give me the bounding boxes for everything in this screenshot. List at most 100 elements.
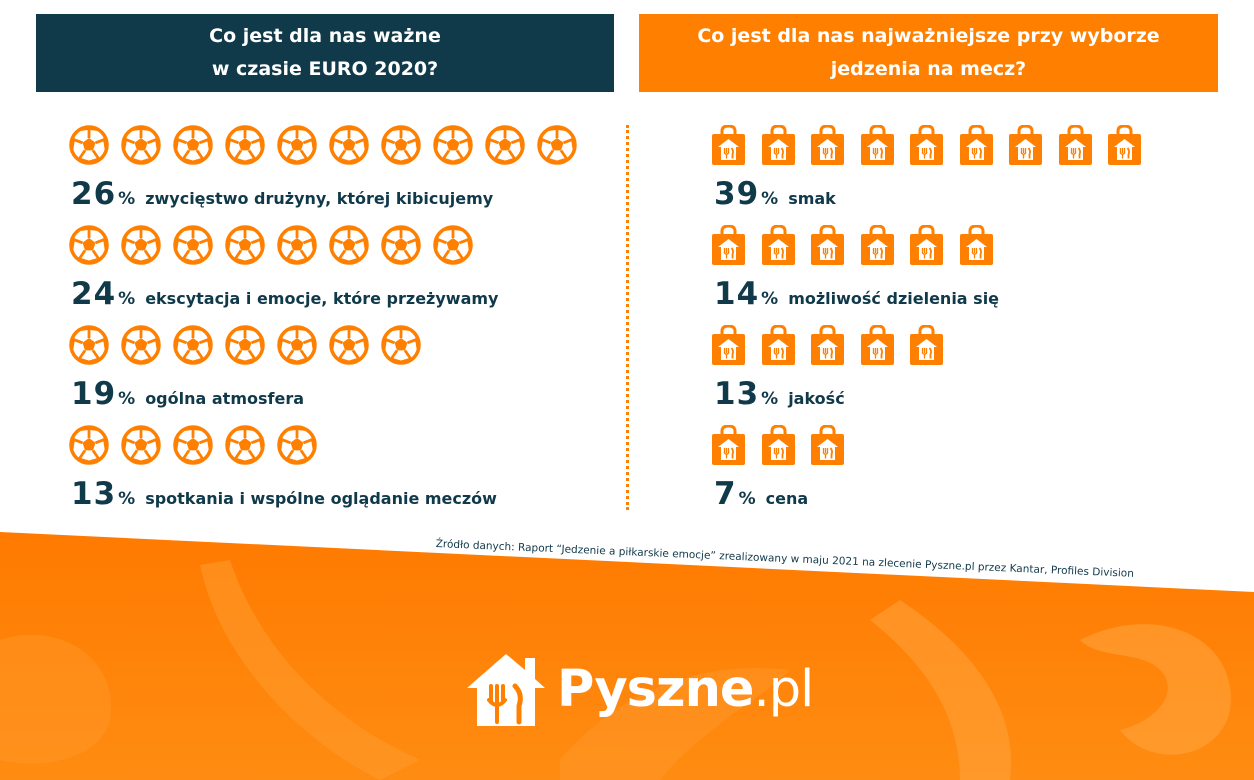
football-icon [381,125,421,165]
percent-sign: % [118,289,136,309]
percent-sign: % [761,189,779,209]
football-icon [537,125,577,165]
percent-sign: % [118,389,136,409]
food-bag-icon [860,325,894,365]
food-bag-icon [811,425,844,465]
food-bag-icon [811,225,844,265]
football-icon [381,225,421,265]
football-icon [433,225,473,265]
food-bag-icon [910,125,943,165]
stat-row: 19% ogólna atmosfera [71,376,304,412]
logo-tld: .pl [753,659,815,719]
category-label: cena [765,489,809,508]
value-label: 19 [71,376,117,412]
percent-sign: % [118,489,136,509]
icon-row [712,225,993,265]
food-bag-icon [761,425,795,465]
icon-row [69,425,317,465]
value-label: 7 [714,476,737,512]
category-label: ogólna atmosfera [145,389,304,408]
value-label: 14 [714,276,760,312]
icon-row [69,225,473,265]
icon-row [69,325,421,365]
football-icon [225,225,265,265]
category-label: możliwość dzielenia się [788,289,1000,308]
right-panel-title-line2: jedzenia na mecz? [830,58,1027,80]
football-icon [329,125,369,165]
food-bag-icon [959,125,993,165]
stat-row: 26% zwycięstwo drużyny, której kibicujemy [71,176,493,212]
food-bag-icon [712,125,745,165]
food-bag-icon [712,425,745,465]
football-icon [277,425,317,465]
percent-sign: % [738,489,756,509]
football-icon [381,325,421,365]
football-icon [173,225,213,265]
category-label: ekscytacja i emocje, które przeżywamy [145,289,499,308]
category-label: zwycięstwo drużyny, której kibicujemy [145,189,494,208]
value-label: 39 [714,176,760,212]
left-panel-title-line2: w czasie EURO 2020? [211,58,439,80]
football-icon [329,325,369,365]
stat-row: 7% cena [714,476,808,512]
food-bag-icon [910,325,943,365]
football-icon [121,425,161,465]
percent-sign: % [761,389,779,409]
percent-sign: % [761,289,779,309]
football-icon [329,225,369,265]
football-icon [121,225,161,265]
stat-row: 24% ekscytacja i emocje, które przeżywamy [71,276,498,312]
football-icon [277,225,317,265]
value-label: 26 [71,176,117,212]
football-icon [225,325,265,365]
football-icon [225,125,265,165]
icon-row [69,125,577,165]
football-icon [277,325,317,365]
left-panel-header: Co jest dla nas ważne w czasie EURO 2020… [36,14,614,92]
football-icon [173,425,213,465]
football-icon [69,225,109,265]
football-icon [121,125,161,165]
pyszne-logo: Pyszne.pl [463,650,815,728]
food-bag-icon [910,225,943,265]
food-bag-icon [811,125,844,165]
category-label: spotkania i wspólne oglądanie meczów [145,489,497,508]
food-bag-icon [712,325,745,365]
percent-sign: % [118,189,136,209]
icon-row [712,125,1141,165]
food-bag-icon [1009,125,1042,165]
value-label: 13 [71,476,117,512]
right-panel-title-line1: Co jest dla nas najważniejsze przy wybor… [697,25,1160,47]
right-panel-header: Co jest dla nas najważniejsze przy wybor… [639,14,1218,92]
food-bag-icon [1108,125,1141,165]
football-icon [433,125,473,165]
football-icon [121,325,161,365]
food-bag-icon [761,225,795,265]
food-bag-icon [860,225,894,265]
logo-wordmark: Pyszne.pl [557,659,815,719]
football-icon [173,325,213,365]
stat-row: 13% jakość [714,376,845,412]
left-panel-title-line1: Co jest dla nas ważne [209,25,441,47]
football-icon [485,125,525,165]
value-label: 13 [714,376,760,412]
football-icon [173,125,213,165]
stat-row: 39% smak [714,176,836,212]
food-bag-icon [761,125,795,165]
category-label: jakość [788,389,845,408]
category-label: smak [788,189,836,208]
food-bag-icon [1058,125,1092,165]
football-icon [69,325,109,365]
food-bag-icon [761,325,795,365]
food-bag-icon [959,225,993,265]
panel-divider [626,125,629,510]
football-icon [225,425,265,465]
value-label: 24 [71,276,117,312]
stat-row: 13% spotkania i wspólne oglądanie meczów [71,476,497,512]
icon-row [712,425,844,465]
food-bag-icon [811,325,844,365]
food-bag-icon [712,225,745,265]
football-icon [277,125,317,165]
icon-row [712,325,943,365]
